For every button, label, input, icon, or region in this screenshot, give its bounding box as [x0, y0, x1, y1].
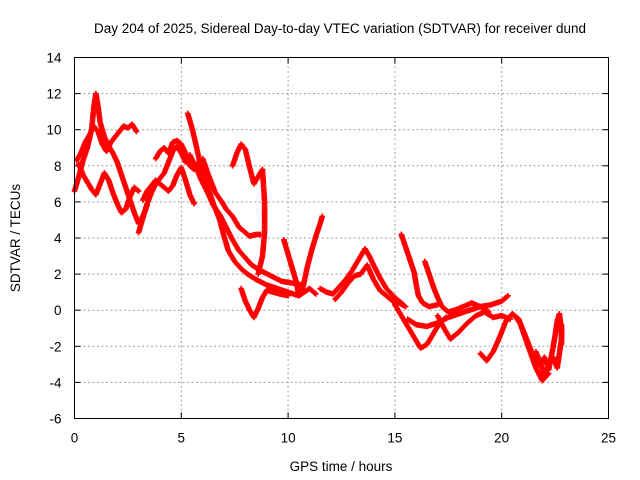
data-point — [558, 321, 565, 328]
y-tick-label: 8 — [54, 159, 62, 174]
x-tick-label: 25 — [601, 431, 616, 446]
data-point — [319, 213, 326, 220]
data-series — [75, 161, 142, 216]
x-axis-label: GPS time / hours — [290, 459, 393, 474]
data-series — [140, 164, 197, 207]
y-tick-label: 6 — [54, 195, 62, 210]
data-series — [229, 141, 268, 277]
data-series — [73, 121, 140, 164]
data-point — [255, 271, 261, 277]
data-point — [133, 128, 140, 135]
data-point — [505, 292, 511, 299]
y-tick-label: 12 — [46, 87, 61, 102]
y-tick-label: 4 — [54, 231, 62, 246]
y-tick-label: -2 — [49, 339, 61, 354]
data-series — [317, 246, 407, 308]
data-series — [199, 155, 264, 239]
data-series — [238, 285, 291, 321]
y-tick-label: 0 — [54, 303, 62, 318]
y-axis-tick-labels: -6 -4 -2 0 2 4 6 8 10 12 14 — [46, 51, 62, 427]
data-point — [313, 291, 319, 297]
data-series — [191, 159, 306, 288]
grid — [74, 57, 609, 419]
data-series — [332, 262, 409, 310]
data-point — [191, 200, 197, 207]
x-tick-label: 5 — [178, 431, 186, 446]
data-series — [434, 309, 514, 342]
x-tick-label: 20 — [494, 431, 509, 446]
data-series — [533, 321, 565, 378]
data-series — [422, 258, 492, 315]
data-point — [135, 188, 142, 194]
chart-title: Day 204 of 2025, Sidereal Day-to-day VTE… — [94, 21, 586, 36]
x-tick-label: 15 — [387, 431, 402, 446]
y-axis-label: SDTVAR / TECUs — [8, 184, 23, 293]
data-series — [184, 110, 319, 299]
y-tick-label: 10 — [46, 123, 61, 138]
data-series — [404, 292, 511, 330]
data-series — [477, 311, 552, 384]
x-tick-label: 10 — [281, 431, 296, 446]
y-tick-label: 2 — [54, 267, 62, 282]
data-series — [398, 231, 441, 310]
plot-area — [71, 90, 565, 384]
data-series — [281, 213, 326, 299]
y-tick-label: -6 — [49, 412, 61, 427]
data-series — [71, 90, 150, 227]
x-axis-tick-labels: 0 5 10 15 20 25 — [71, 431, 616, 446]
y-tick-label: -4 — [49, 375, 61, 390]
data-point — [402, 303, 409, 310]
x-tick-label: 0 — [71, 431, 79, 446]
plot-frame — [74, 57, 609, 419]
y-tick-label: 14 — [46, 51, 62, 66]
data-point — [285, 292, 291, 299]
